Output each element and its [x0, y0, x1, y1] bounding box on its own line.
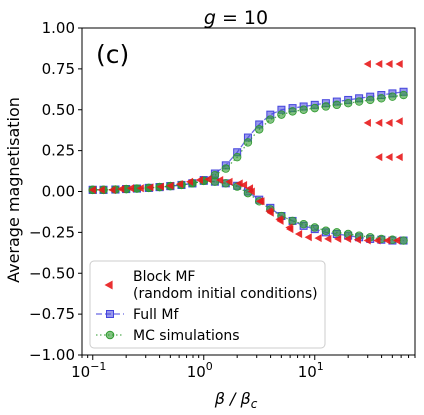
- block-mf-point: [392, 236, 401, 245]
- block-mf-point: [239, 180, 248, 189]
- block-mf-point: [385, 59, 393, 68]
- mc-point: [321, 102, 331, 111]
- block-mf-point: [363, 236, 371, 245]
- mc-point: [399, 90, 408, 100]
- y-axis-ticks: 1.00 0.75 0.50 0.25 0.00 −0.25 −0.50 −0.75 −1.00: [29, 19, 82, 364]
- mc-point: [266, 115, 275, 124]
- y-tick-label: −0.75: [29, 305, 75, 323]
- x-axis-label: β / βc: [214, 389, 258, 411]
- block-mf-point: [385, 153, 393, 162]
- y-axis-label: Average magnetisation: [4, 97, 23, 283]
- mc-point: [388, 92, 397, 101]
- block-mf-point: [166, 181, 174, 190]
- legend: Block MF(random initial conditions) Full …: [89, 260, 326, 349]
- mc-point: [354, 97, 364, 106]
- block-mf-point: [286, 225, 294, 234]
- mc-point: [343, 99, 353, 108]
- block-mf-point: [257, 197, 265, 206]
- block-mf-point: [294, 230, 303, 239]
- block-mf-point: [363, 59, 371, 68]
- mc-point: [377, 94, 386, 103]
- block-mf-point: [395, 117, 403, 126]
- x-tick-label: 100: [187, 360, 213, 381]
- block-mf-point: [334, 234, 342, 243]
- block-mf-point: [185, 177, 194, 186]
- mc-point: [310, 103, 319, 113]
- x-tick-label: 101: [298, 360, 324, 381]
- mc-point: [366, 95, 375, 105]
- block-mf-point: [395, 59, 403, 68]
- mc-point: [288, 107, 297, 116]
- panel-label: (c): [96, 40, 129, 69]
- block-mf-point: [324, 234, 332, 243]
- data-series: [88, 59, 408, 245]
- block-mf-point: [126, 184, 134, 193]
- y-tick-label: 1.00: [42, 19, 75, 37]
- mc-point: [299, 105, 308, 114]
- mc-point: [255, 125, 264, 134]
- mc-point: [210, 177, 220, 186]
- mc-point: [288, 216, 297, 226]
- block-mf-point: [266, 208, 274, 217]
- block-mf-point: [363, 118, 371, 127]
- block-mf-point: [276, 216, 284, 225]
- x-axis-ticks: 10−1 100 101: [71, 355, 416, 381]
- mc-point: [321, 226, 331, 235]
- legend-label-mc: MC simulations: [133, 328, 240, 344]
- block-mf-point: [117, 185, 125, 194]
- y-tick-label: −0.25: [29, 223, 75, 241]
- block-mf-point: [375, 59, 383, 68]
- legend-label-full-mf: Full Mf: [133, 307, 179, 323]
- legend-label-block-mf: Block MF: [133, 269, 195, 285]
- y-tick-label: −1.00: [29, 346, 75, 364]
- legend-box: [89, 260, 326, 349]
- block-mf-point: [225, 177, 233, 186]
- block-mf-point: [156, 182, 164, 191]
- block-mf-point: [383, 236, 391, 245]
- mc-point: [332, 100, 342, 110]
- block-mf-point: [314, 234, 322, 243]
- y-tick-label: 0.25: [42, 142, 75, 160]
- block-mf-point: [375, 118, 383, 127]
- mc-point: [399, 236, 408, 245]
- block-mf-point: [373, 236, 381, 245]
- block-mf-point: [204, 175, 212, 184]
- mc-point: [221, 164, 231, 173]
- legend-label-block-mf-note: (random initial conditions): [133, 286, 318, 302]
- mc-point: [310, 223, 319, 232]
- block-mf-point: [97, 185, 105, 194]
- block-mf-point: [136, 184, 144, 193]
- y-tick-label: −0.50: [29, 264, 75, 282]
- legend-full-mf-marker: [106, 310, 114, 318]
- block-mf-point: [195, 176, 203, 185]
- y-tick-label: 0.75: [42, 60, 75, 78]
- block-mf-point: [247, 187, 255, 196]
- y-tick-label: 0.00: [42, 183, 75, 201]
- mc-point: [232, 152, 242, 162]
- block-mf-point: [215, 176, 224, 185]
- block-mf-point: [375, 153, 383, 162]
- block-mf-point: [88, 185, 96, 194]
- block-mf-point: [304, 233, 312, 242]
- block-mf-point: [343, 234, 352, 243]
- chart-title: g = 10: [204, 7, 268, 29]
- mc-point: [332, 228, 342, 237]
- mc-point: [299, 219, 308, 229]
- mc-point: [243, 138, 253, 147]
- legend-mc-marker: [105, 330, 115, 340]
- x-tick-label: 10−1: [71, 360, 106, 381]
- legend-block-mf-marker: [104, 280, 113, 290]
- block-mf-point: [108, 185, 116, 194]
- block-mf-point: [175, 180, 184, 189]
- block-mf-point: [146, 183, 154, 192]
- block-mf-point: [395, 153, 403, 162]
- y-tick-label: 0.50: [42, 101, 75, 119]
- mc-point: [277, 110, 286, 119]
- block-mf-point: [385, 118, 393, 127]
- block-mf-point: [353, 235, 361, 244]
